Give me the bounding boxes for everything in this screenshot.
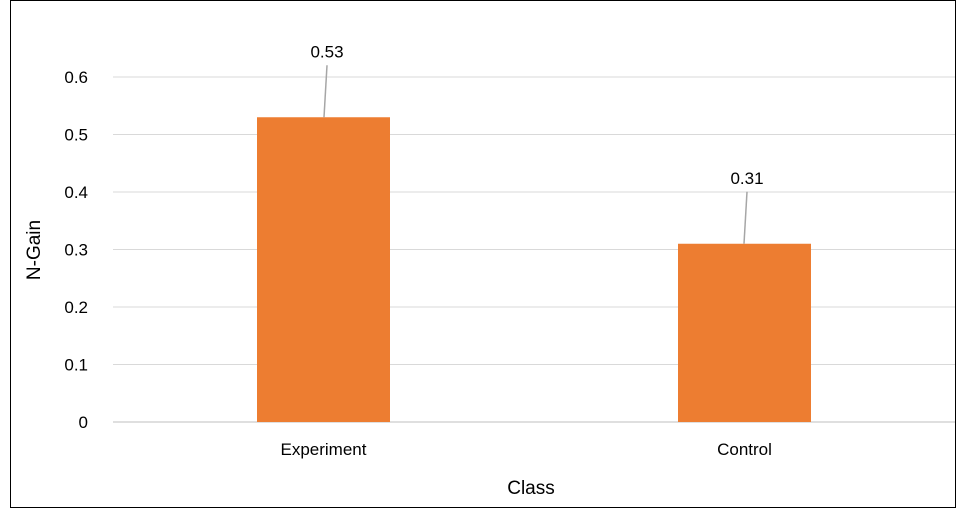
- y-tick-label: 0.3: [64, 241, 88, 260]
- x-axis-title: Class: [507, 478, 555, 499]
- x-axis-tick-labels: Experiment Control: [281, 440, 772, 459]
- x-tick-label: Control: [717, 440, 772, 459]
- data-label: 0.31: [730, 169, 763, 188]
- data-labels: 0.53 0.31: [310, 42, 763, 188]
- y-tick-label: 0.2: [64, 298, 88, 317]
- bar-control: [678, 243, 811, 422]
- y-axis-title: N-Gain: [24, 220, 45, 280]
- y-tick-label: 0.6: [64, 68, 88, 87]
- y-tick-label: 0: [79, 413, 88, 432]
- leader-line: [323, 65, 328, 118]
- gridlines: [113, 76, 955, 423]
- y-axis-tick-labels: 0 0.1 0.2 0.3 0.4 0.5 0.6: [64, 68, 88, 432]
- y-tick-label: 0.5: [64, 126, 88, 145]
- bar-experiment: [257, 117, 390, 422]
- leader-line: [743, 191, 748, 244]
- y-tick-label: 0.1: [64, 356, 88, 375]
- bars: [257, 117, 811, 422]
- y-tick-label: 0.4: [64, 183, 88, 202]
- data-label-leader-lines: [323, 65, 748, 244]
- data-label: 0.53: [310, 42, 343, 61]
- x-tick-label: Experiment: [281, 440, 367, 459]
